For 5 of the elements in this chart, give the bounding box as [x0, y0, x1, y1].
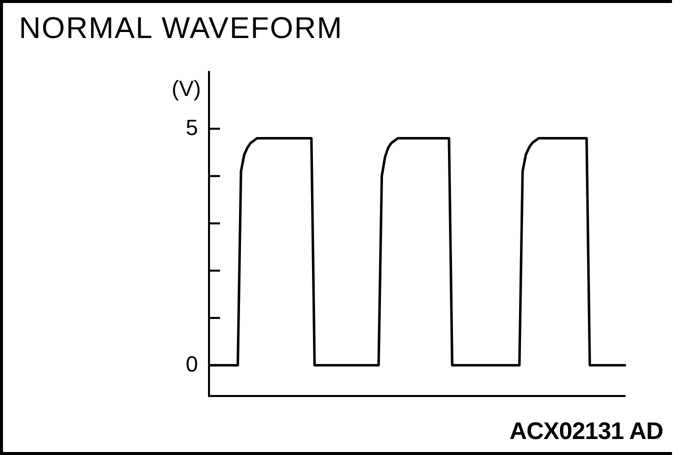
- chart-title: NORMAL WAVEFORM: [19, 12, 343, 46]
- y-tick-label: 5: [186, 114, 198, 140]
- y-axis-title: (V): [172, 76, 201, 101]
- y-tick-label: 0: [186, 351, 198, 376]
- text: ACX02131 AD: [510, 418, 663, 445]
